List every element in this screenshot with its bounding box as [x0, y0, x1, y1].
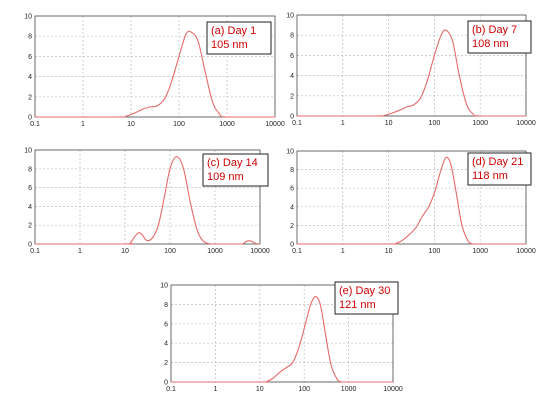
distribution-curve [171, 296, 393, 383]
y-tick-label: 4 [28, 74, 32, 81]
y-tick-label: 10 [24, 14, 32, 21]
x-tick-label: 0.1 [30, 121, 40, 128]
plot-frame [34, 15, 276, 118]
x-tick-label: 1000 [472, 120, 488, 127]
distribution-curve [35, 30, 275, 118]
y-tick-label: 10 [286, 149, 294, 156]
x-tick-label: 1 [78, 248, 82, 255]
y-tick-label: 8 [164, 302, 168, 309]
x-tick-label: 1000 [219, 121, 235, 128]
plot-frame [34, 149, 261, 245]
y-tick-label: 8 [290, 167, 294, 174]
x-tick-label: 10000 [265, 121, 285, 128]
x-tick-label: 100 [429, 120, 441, 127]
x-tick-label: 100 [164, 248, 176, 255]
y-tick-label: 4 [290, 204, 294, 211]
panel-label-line: 109 nm [207, 171, 244, 183]
y-tick-label: 6 [290, 186, 294, 193]
x-tick-label: 10000 [516, 120, 536, 127]
panel-label-line: (b) Day 7 [472, 24, 517, 36]
panel-label-box [467, 20, 532, 54]
y-tick-label: 6 [28, 54, 32, 61]
x-tick-label: 10 [385, 120, 393, 127]
y-tick-label: 0 [290, 114, 294, 121]
y-tick-label: 4 [164, 341, 168, 348]
panel-label-line: 118 nm [472, 170, 508, 182]
y-tick-label: 2 [28, 223, 32, 230]
y-tick-label: 6 [290, 53, 294, 60]
y-tick-label: 2 [28, 94, 32, 101]
x-tick-label: 10 [256, 386, 264, 393]
panel-label-line: 105 nm [211, 39, 248, 51]
x-tick-label: 10 [127, 121, 135, 128]
panel-label-box [202, 153, 269, 187]
y-tick-label: 8 [290, 33, 294, 40]
x-tick-label: 1000 [207, 248, 223, 255]
y-tick-label: 2 [290, 93, 294, 100]
x-tick-label: 1 [81, 121, 85, 128]
panel-label-line: (a) Day 1 [211, 25, 256, 37]
panel-label-line: (c) Day 14 [207, 157, 258, 169]
x-tick-label: 100 [298, 386, 310, 393]
chart-panel-1: 0.1 1 10 100 1000 10000 0 2 4 6 8 10 (a) Day 1 105 nm [24, 14, 285, 129]
y-tick-label: 6 [28, 185, 32, 192]
panel-label-box [334, 281, 399, 315]
x-tick-label: 10000 [250, 248, 270, 255]
panel-label-box [467, 152, 532, 186]
y-tick-label: 10 [160, 283, 168, 290]
y-tick-label: 0 [28, 242, 32, 249]
plot-frame [170, 284, 394, 383]
chart-panel-5: 0.1 1 10 100 1000 10000 0 2 4 6 8 10 (e) Day 30 121 n… [160, 281, 403, 393]
y-tick-label: 2 [164, 360, 168, 367]
x-tick-label: 100 [429, 248, 441, 255]
plot-frame [296, 14, 527, 117]
y-tick-label: 0 [28, 115, 32, 122]
panel-label-line: 121 nm [339, 299, 376, 311]
x-tick-label: 1000 [472, 248, 488, 255]
y-tick-label: 10 [286, 13, 294, 20]
x-tick-label: 10000 [383, 386, 403, 393]
x-tick-label: 10 [121, 248, 129, 255]
y-tick-label: 8 [28, 166, 32, 173]
x-tick-label: 0.1 [166, 386, 176, 393]
x-tick-label: 10000 [516, 248, 536, 255]
distribution-curve [35, 156, 261, 245]
chart-panel-2: 0.1 1 10 100 1000 10000 0 2 4 6 8 10 (b) Day 7 108 nm [286, 13, 536, 128]
chart-panel-4: 0.1 1 10 100 1000 10000 0 2 4 6 8 10 (d) Day 21 118 n… [286, 149, 536, 256]
x-tick-label: 0.1 [30, 248, 40, 255]
x-tick-label: 100 [173, 121, 185, 128]
y-tick-label: 6 [164, 321, 168, 328]
x-tick-label: 0.1 [292, 248, 302, 255]
distribution-curve [297, 156, 526, 245]
panel-label-box [206, 21, 272, 55]
panel-label-line: 108 nm [472, 38, 509, 50]
panel-label-line: (e) Day 30 [339, 285, 390, 297]
y-tick-label: 0 [290, 242, 294, 249]
y-tick-label: 4 [290, 73, 294, 80]
y-tick-label: 0 [164, 380, 168, 387]
x-tick-label: 10 [385, 248, 393, 255]
distribution-curve [296, 29, 526, 117]
plot-frame [296, 150, 527, 245]
x-tick-label: 1 [341, 120, 345, 127]
chart-panel-3: 0.1 1 10 100 1000 10000 0 2 4 6 8 10 (c) Day 14 109 n… [24, 148, 270, 256]
y-tick-label: 4 [28, 204, 32, 211]
y-tick-label: 10 [24, 148, 32, 155]
x-tick-label: 1 [213, 386, 217, 393]
y-tick-label: 2 [290, 223, 294, 230]
panel-label-line: (d) Day 21 [472, 156, 523, 168]
x-tick-label: 1000 [341, 386, 357, 393]
x-tick-label: 0.1 [292, 120, 302, 127]
x-tick-label: 1 [341, 248, 345, 255]
y-tick-label: 8 [28, 34, 32, 41]
